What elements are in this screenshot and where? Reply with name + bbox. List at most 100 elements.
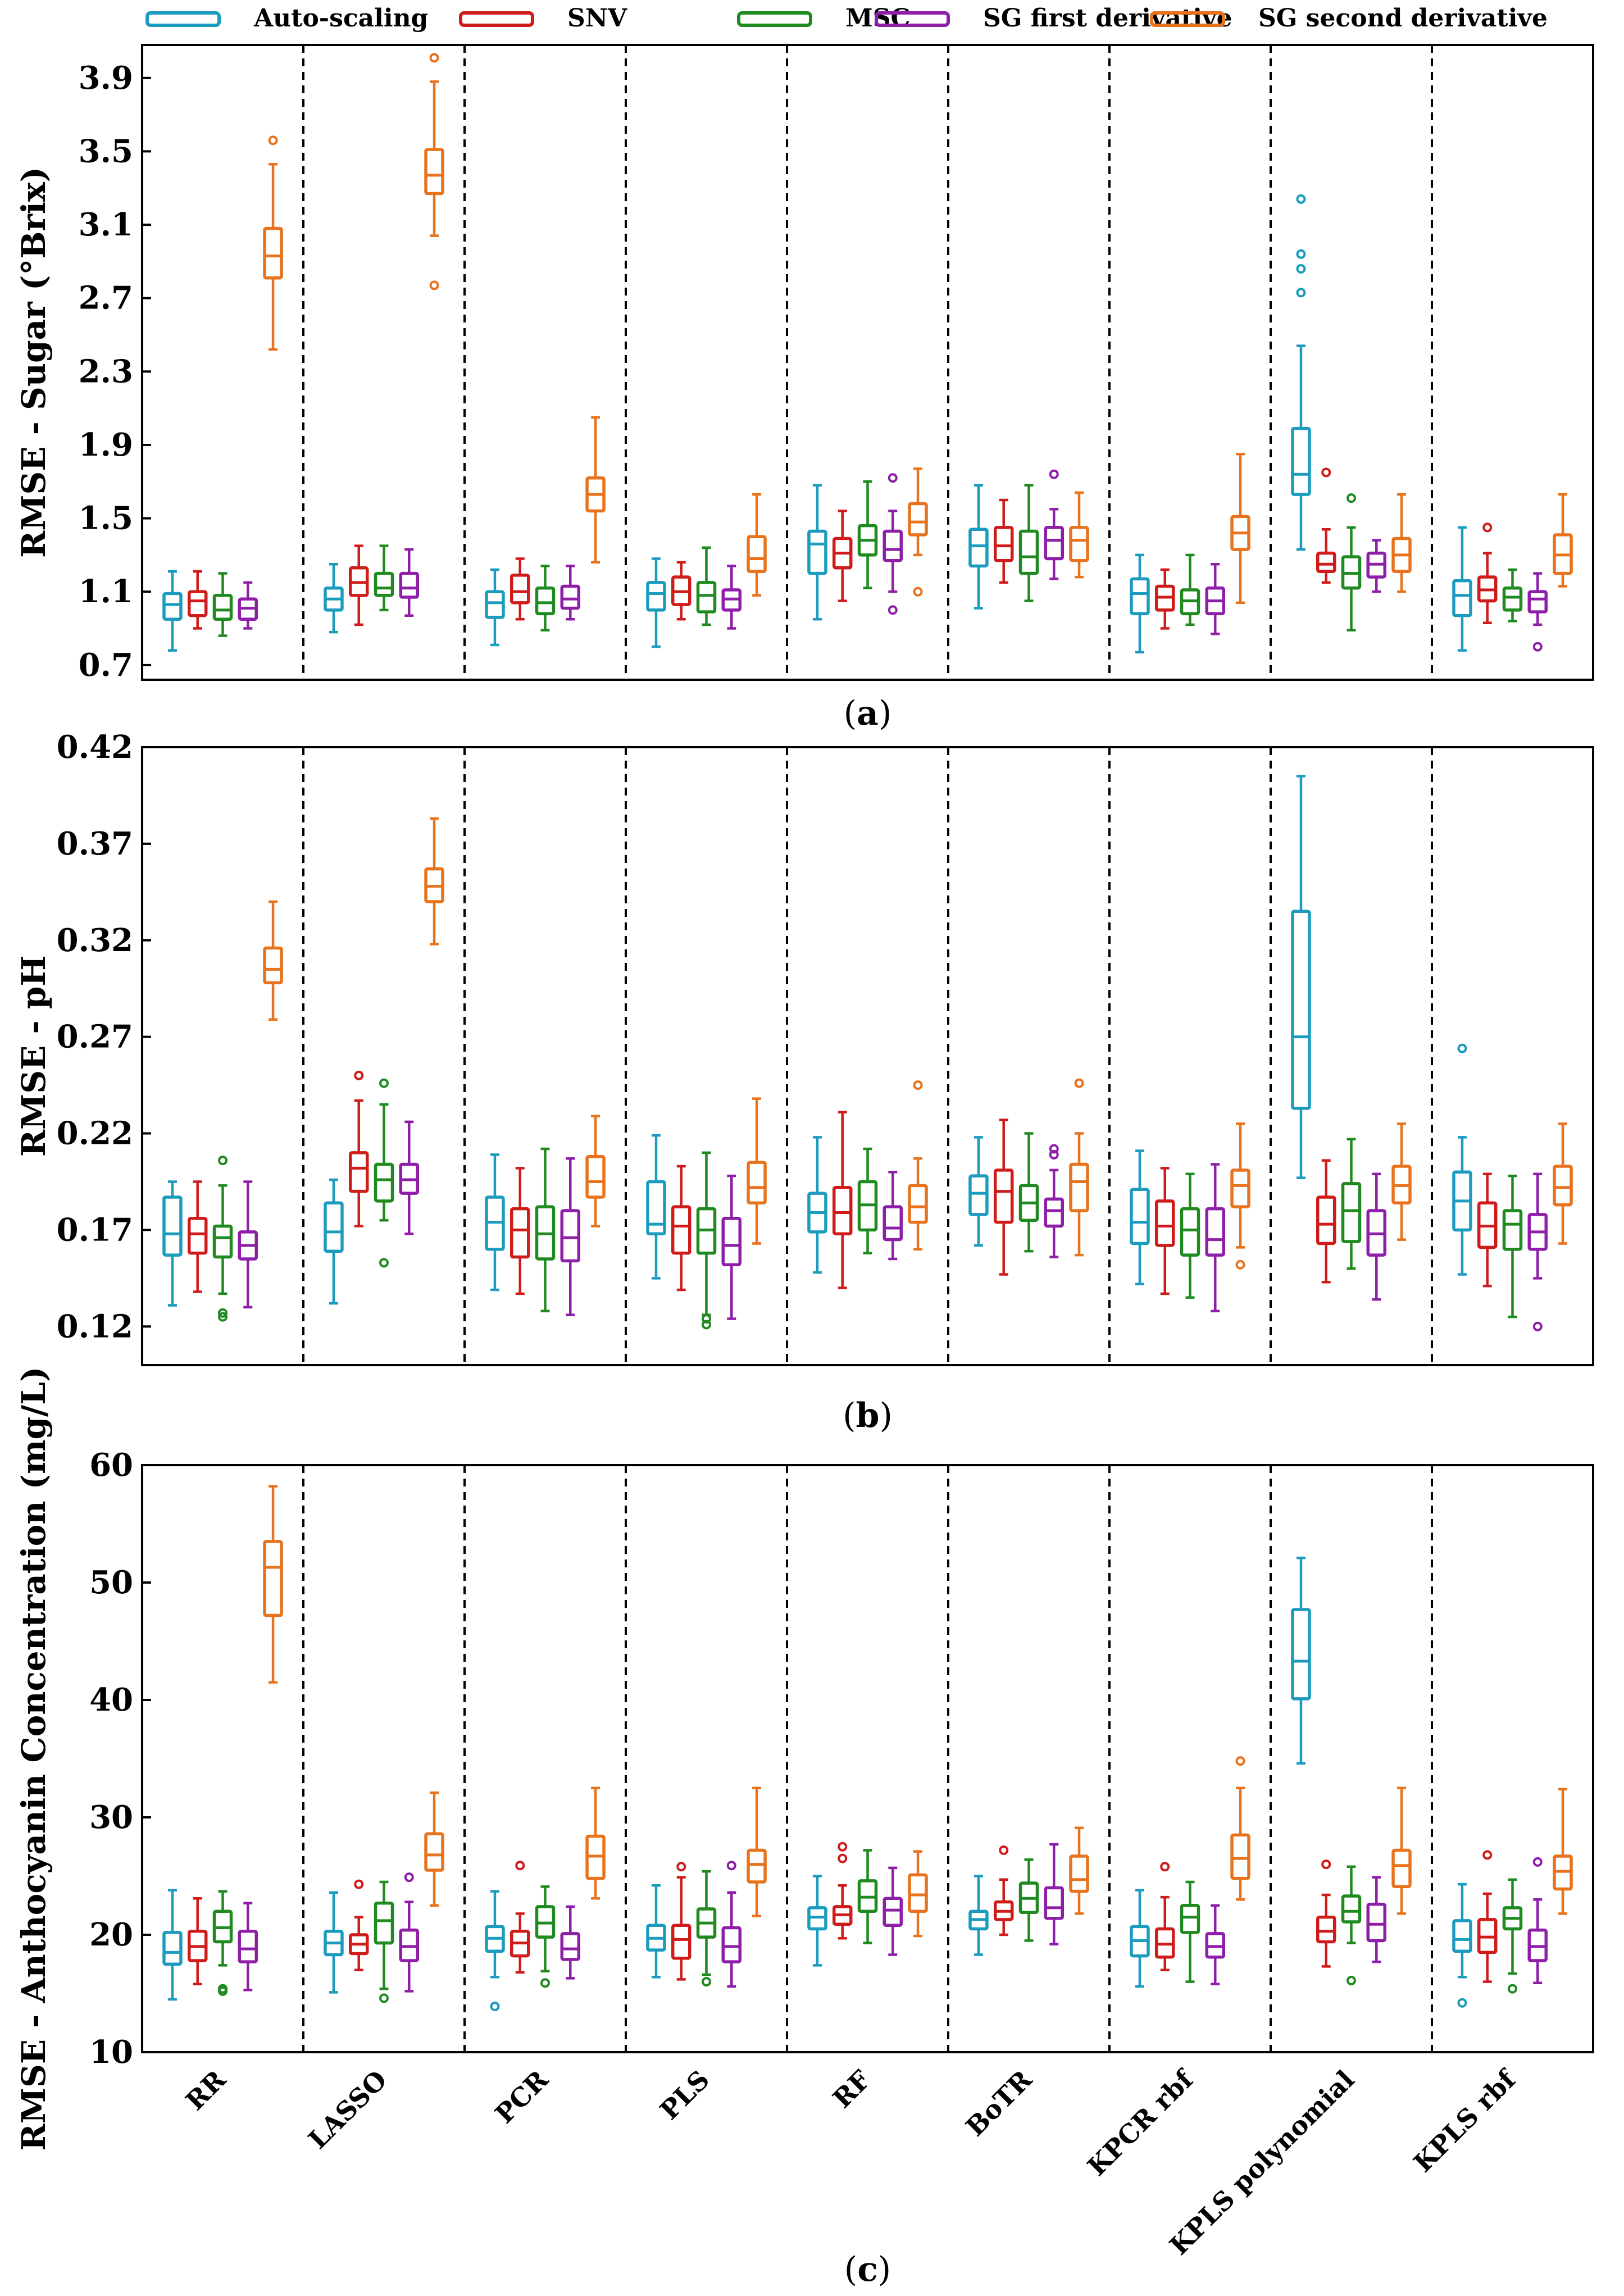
iqr-box [424, 1832, 444, 1872]
iqr-box [671, 1205, 692, 1255]
box-plot [1044, 1144, 1065, 1258]
box-plot [162, 1889, 183, 2001]
iqr-box [882, 1897, 903, 1927]
box-plot [1553, 1788, 1573, 1915]
box-plot [1130, 553, 1150, 654]
panel-caption: (b) [843, 1396, 893, 1435]
outlier-point [702, 1314, 711, 1324]
legend-entry: SG second derivative [1150, 4, 1548, 33]
box-plot [696, 1870, 717, 1987]
box-plot [187, 570, 208, 630]
box-plot [1341, 493, 1362, 632]
legend: Auto-scaling SNV MSC SG first derivative SG … [145, 4, 1548, 33]
y-tick-label: 60 [89, 1447, 133, 1484]
outlier-point [1346, 1976, 1356, 1986]
legend-swatch [875, 11, 950, 27]
outlier-point [888, 605, 898, 615]
box-plot [348, 1879, 369, 1971]
box-plot [671, 1165, 692, 1292]
iqr-box [1044, 1197, 1065, 1228]
box-plot [908, 467, 928, 597]
box-plot [671, 1862, 692, 1981]
y-tick-label: 40 [89, 1681, 133, 1718]
box-plot [1180, 553, 1200, 626]
box-plot [908, 1080, 928, 1251]
box-plot [968, 1875, 989, 1956]
y-tick-label: 30 [89, 1799, 133, 1836]
panel-c: 10 20 30 40 50 60 RMSE - Anthocyanin Concentra… [15, 1367, 1594, 2289]
outlier-point [999, 1845, 1009, 1856]
box-plot [238, 581, 258, 630]
outlier-point [429, 53, 439, 63]
outlier-point [515, 1861, 525, 1871]
iqr-box [1180, 1904, 1200, 1934]
iqr-box [560, 1932, 581, 1961]
legend-swatch [737, 11, 812, 27]
outlier-point [1482, 522, 1493, 533]
box-plot [1341, 1865, 1362, 1986]
box-plot [212, 1156, 233, 1322]
box-plot [721, 1174, 742, 1320]
y-tick-label: 20 [89, 1916, 133, 1953]
box-plot [747, 1097, 767, 1245]
iqr-box [263, 946, 283, 985]
box-plot [857, 1147, 878, 1254]
y-axis-title: RMSE - pH [15, 956, 53, 1157]
iqr-box [1553, 1165, 1573, 1207]
outlier-point [490, 2001, 500, 2011]
box-plot [747, 493, 767, 597]
outlier-point [268, 135, 278, 146]
box-plot [324, 1178, 344, 1305]
box-plot [238, 1180, 258, 1309]
box-plot [560, 1905, 581, 1980]
outlier-point [1532, 1857, 1543, 1867]
box-plot [162, 1180, 183, 1307]
outlier-point [379, 1078, 389, 1088]
iqr-box [882, 1205, 903, 1242]
outlier-point [354, 1070, 364, 1080]
y-tick-label: 1.5 [79, 500, 133, 537]
y-tick-label: 0.22 [57, 1115, 133, 1152]
iqr-box [1341, 1894, 1362, 1924]
box-plot [1553, 1122, 1573, 1245]
iqr-box [1154, 1199, 1175, 1247]
y-tick-label: 0.37 [57, 825, 133, 862]
iqr-box [1502, 1209, 1523, 1251]
iqr-box [263, 226, 283, 280]
outlier-point [702, 1320, 711, 1330]
box-plot [1391, 1122, 1412, 1241]
outlier-point [379, 1993, 389, 2003]
box-plot [1230, 1122, 1250, 1270]
box-plot [187, 1180, 208, 1293]
outlier-point [429, 280, 439, 290]
box-plot [1477, 1850, 1498, 1983]
y-tick-label: 0.7 [79, 647, 133, 684]
box-plot [1391, 493, 1412, 593]
outlier-point [1346, 493, 1356, 503]
box-plot [968, 1136, 989, 1247]
iqr-box [646, 581, 666, 612]
box-plot [908, 1850, 928, 1938]
outlier-point [1296, 263, 1306, 274]
plot-frame [141, 746, 1594, 1366]
iqr-box [671, 1924, 692, 1960]
box-plot [646, 557, 666, 648]
box-plot [485, 1153, 505, 1292]
y-axis-title: RMSE - Anthocyanin Concentration (mg/L) [15, 1367, 53, 2151]
iqr-box [187, 1217, 208, 1255]
box-plot [882, 473, 903, 615]
iqr-box [560, 1209, 581, 1263]
outlier-point [218, 1312, 228, 1322]
iqr-box [374, 1162, 394, 1203]
y-tick-label: 0.32 [57, 922, 133, 959]
iqr-box [424, 148, 444, 195]
box-plot [646, 1134, 666, 1280]
box-plot [807, 484, 827, 621]
box-plot [807, 1136, 827, 1274]
box-plot [263, 135, 283, 351]
box-plot [1452, 526, 1472, 652]
panel-a: 0.7 1.1 1.5 1.9 2.3 2.7 3.1 3.5 3.9 RMSE - Sugar … [15, 44, 1594, 733]
outlier-point [540, 1978, 550, 1988]
iqr-box [908, 502, 928, 537]
iqr-box [1069, 1162, 1089, 1212]
